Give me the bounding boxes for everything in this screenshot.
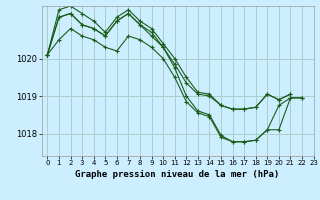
X-axis label: Graphe pression niveau de la mer (hPa): Graphe pression niveau de la mer (hPa) xyxy=(76,170,280,179)
